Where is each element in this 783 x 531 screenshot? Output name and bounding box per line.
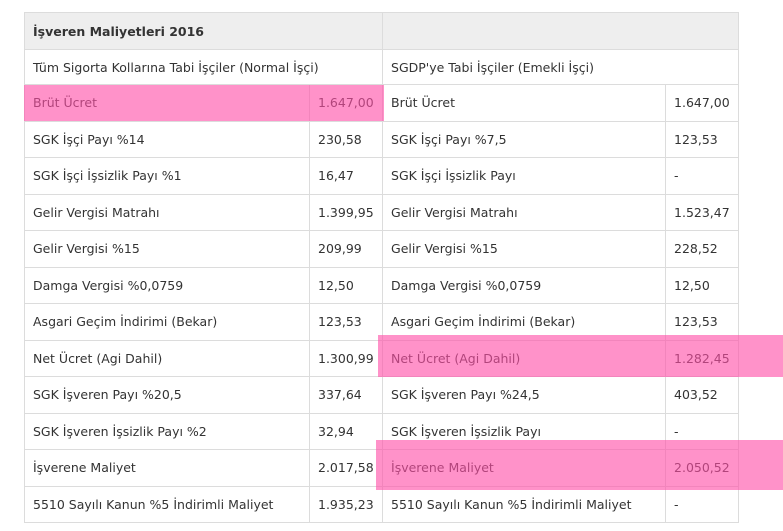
table-title-right xyxy=(382,12,740,50)
right-label: Asgari Geçim İndirimi (Bekar) xyxy=(382,303,667,341)
section-right-header: SGDP'ye Tabi İşçiler (Emekli İşçi) xyxy=(382,49,740,85)
right-value: 228,52 xyxy=(665,230,740,268)
left-value: 209,99 xyxy=(308,230,384,268)
table-row: SGK İşveren İşsizlik Payı %2 32,94 SGK İ… xyxy=(24,412,740,450)
right-value: 123,53 xyxy=(665,303,740,341)
left-value: 230,58 xyxy=(308,120,384,158)
table-title-row: İşveren Maliyetleri 2016 xyxy=(23,12,740,50)
right-label: Gelir Vergisi Matrahı xyxy=(382,193,667,231)
right-value: 12,50 xyxy=(665,266,740,304)
right-label: Net Ücret (Agi Dahil) xyxy=(382,339,667,377)
table-title: İşveren Maliyetleri 2016 xyxy=(23,12,384,50)
left-value: 337,64 xyxy=(308,376,384,414)
section-left-header: Tüm Sigorta Kollarına Tabi İşçiler (Norm… xyxy=(23,49,384,85)
left-label: SGK İşveren Payı %20,5 xyxy=(24,376,310,414)
table-row: 5510 Sayılı Kanun %5 İndirimli Maliyet 1… xyxy=(24,485,740,523)
employer-cost-table: İşveren Maliyetleri 2016 Tüm Sigorta Kol… xyxy=(23,12,740,523)
table-row: Brüt Ücret 1.647,00 Brüt Ücret 1.647,00 xyxy=(24,84,740,122)
right-label: SGK İşveren Payı %24,5 xyxy=(382,376,667,414)
left-label: SGK İşçi Payı %14 xyxy=(24,120,310,158)
table-row: Damga Vergisi %0,0759 12,50 Damga Vergis… xyxy=(24,266,740,304)
right-label: SGK İşçi Payı %7,5 xyxy=(382,120,667,158)
left-value: 2.017,58 xyxy=(308,449,384,487)
left-label: SGK İşveren İşsizlik Payı %2 xyxy=(24,412,310,450)
left-label: Damga Vergisi %0,0759 xyxy=(24,266,310,304)
right-label: Gelir Vergisi %15 xyxy=(382,230,667,268)
left-value: 12,50 xyxy=(308,266,384,304)
right-label: Brüt Ücret xyxy=(382,84,667,122)
left-value: 1.399,95 xyxy=(308,193,384,231)
right-value: - xyxy=(665,485,740,523)
table-row: Gelir Vergisi Matrahı 1.399,95 Gelir Ver… xyxy=(24,193,740,231)
table-row: Net Ücret (Agi Dahil) 1.300,99 Net Ücret… xyxy=(24,339,740,377)
left-label: Brüt Ücret xyxy=(24,84,310,122)
left-label: Net Ücret (Agi Dahil) xyxy=(24,339,310,377)
right-label: SGK İşçi İşsizlik Payı xyxy=(382,157,667,195)
right-value: 1.647,00 xyxy=(665,84,740,122)
left-value: 1.935,23 xyxy=(308,485,384,523)
left-label: SGK İşçi İşsizlik Payı %1 xyxy=(24,157,310,195)
table-row: SGK İşçi Payı %14 230,58 SGK İşçi Payı %… xyxy=(24,120,740,158)
section-header-row: Tüm Sigorta Kollarına Tabi İşçiler (Norm… xyxy=(23,49,740,85)
right-value: 123,53 xyxy=(665,120,740,158)
table-row: SGK İşçi İşsizlik Payı %1 16,47 SGK İşçi… xyxy=(24,157,740,195)
table-row: İşverene Maliyet 2.017,58 İşverene Maliy… xyxy=(24,449,740,487)
left-value: 1.647,00 xyxy=(308,84,384,122)
left-label: Gelir Vergisi Matrahı xyxy=(24,193,310,231)
right-value: - xyxy=(665,157,740,195)
table-row: Gelir Vergisi %15 209,99 Gelir Vergisi %… xyxy=(24,230,740,268)
right-label: 5510 Sayılı Kanun %5 İndirimli Maliyet xyxy=(382,485,667,523)
left-value: 1.300,99 xyxy=(308,339,384,377)
right-label: İşverene Maliyet xyxy=(382,449,667,487)
right-value: 2.050,52 xyxy=(665,449,740,487)
right-value: 1.282,45 xyxy=(665,339,740,377)
left-value: 32,94 xyxy=(308,412,384,450)
left-label: İşverene Maliyet xyxy=(24,449,310,487)
left-label: Gelir Vergisi %15 xyxy=(24,230,310,268)
right-label: Damga Vergisi %0,0759 xyxy=(382,266,667,304)
right-label: SGK İşveren İşsizlik Payı xyxy=(382,412,667,450)
left-label: Asgari Geçim İndirimi (Bekar) xyxy=(24,303,310,341)
right-value: 1.523,47 xyxy=(665,193,740,231)
left-label: 5510 Sayılı Kanun %5 İndirimli Maliyet xyxy=(24,485,310,523)
left-value: 16,47 xyxy=(308,157,384,195)
right-value: 403,52 xyxy=(665,376,740,414)
table-row: SGK İşveren Payı %20,5 337,64 SGK İşvere… xyxy=(24,376,740,414)
right-value: - xyxy=(665,412,740,450)
table-row: Asgari Geçim İndirimi (Bekar) 123,53 Asg… xyxy=(24,303,740,341)
left-value: 123,53 xyxy=(308,303,384,341)
